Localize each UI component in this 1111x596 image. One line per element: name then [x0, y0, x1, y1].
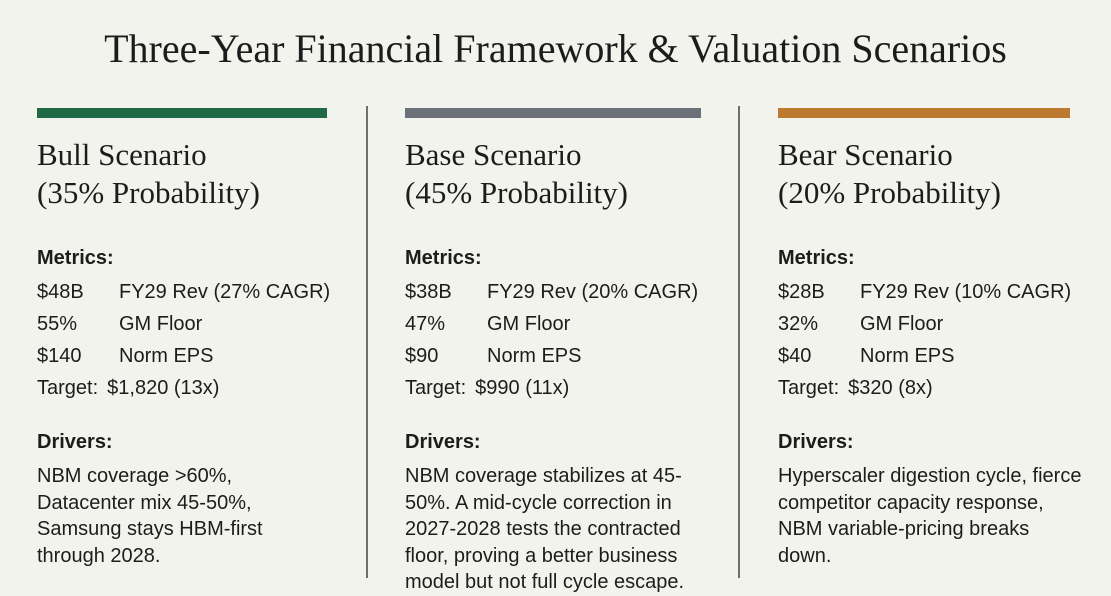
scenario-name: Base Scenario [405, 137, 582, 172]
bear-accent-bar [778, 108, 1070, 118]
metrics-heading: Metrics: [405, 247, 482, 269]
metrics-list: $48B FY29 Rev (27% CAGR) 55% GM Floor $1… [37, 280, 337, 400]
drivers-text: NBM coverage stabilizes at 45-50%. A mid… [405, 465, 685, 593]
target-row: Target: $320 (8x) [778, 376, 1088, 400]
metrics-heading: Metrics: [778, 247, 855, 269]
target-value: $1,820 (13x) [107, 377, 220, 399]
metric-row-eps: $90 Norm EPS [405, 344, 715, 368]
metric-row-revenue: $48B FY29 Rev (27% CAGR) [37, 280, 337, 304]
metrics-list: $38B FY29 Rev (20% CAGR) 47% GM Floor $9… [405, 280, 715, 400]
metric-label: Norm EPS [119, 345, 214, 367]
drivers-heading: Drivers: [405, 431, 481, 453]
scenario-probability: (20% Probability) [778, 175, 1001, 210]
metric-label: FY29 Rev (20% CAGR) [487, 281, 699, 303]
metric-value: $28B [778, 281, 825, 303]
bear-scenario-title: Bear Scenario (20% Probability) [778, 136, 1088, 212]
drivers-heading: Drivers: [37, 431, 113, 453]
target-row: Target: $1,820 (13x) [37, 376, 337, 400]
target-value: $990 (11x) [475, 377, 570, 399]
metric-row-gm-floor: 32% GM Floor [778, 312, 1088, 336]
metric-value: $90 [405, 345, 439, 367]
metrics-heading: Metrics: [37, 247, 114, 269]
target-label: Target: [405, 377, 467, 399]
metric-value: $38B [405, 281, 452, 303]
metric-row-gm-floor: 55% GM Floor [37, 312, 337, 336]
metric-value: 55% [37, 313, 78, 335]
metric-value: $140 [37, 345, 82, 367]
metric-value: 32% [778, 313, 819, 335]
scenario-name: Bull Scenario [37, 137, 207, 172]
target-label: Target: [37, 377, 99, 399]
metric-row-revenue: $38B FY29 Rev (20% CAGR) [405, 280, 715, 304]
target-row: Target: $990 (11x) [405, 376, 715, 400]
page-title: Three-Year Financial Framework & Valuati… [104, 26, 1007, 71]
drivers-text: Hyperscaler digestion cycle, fierce comp… [778, 465, 1082, 567]
metric-label: FY29 Rev (27% CAGR) [119, 281, 331, 303]
metrics-list: $28B FY29 Rev (10% CAGR) 32% GM Floor $4… [778, 280, 1088, 400]
metric-label: GM Floor [119, 313, 203, 335]
target-value: $320 (8x) [848, 377, 933, 399]
base-scenario-column: Base Scenario (45% Probability) Metrics:… [405, 108, 715, 596]
scenario-name: Bear Scenario [778, 137, 953, 172]
metric-row-eps: $140 Norm EPS [37, 344, 337, 368]
column-divider-right [738, 106, 740, 578]
metric-row-revenue: $28B FY29 Rev (10% CAGR) [778, 280, 1088, 304]
base-scenario-title: Base Scenario (45% Probability) [405, 136, 715, 212]
metric-label: Norm EPS [487, 345, 582, 367]
drivers-heading: Drivers: [778, 431, 854, 453]
metric-value: $48B [37, 281, 84, 303]
metric-label: Norm EPS [860, 345, 955, 367]
bull-scenario-column: Bull Scenario (35% Probability) Metrics:… [37, 108, 337, 569]
metric-value: 47% [405, 313, 446, 335]
metric-row-eps: $40 Norm EPS [778, 344, 1088, 368]
bull-accent-bar [37, 108, 327, 118]
bull-scenario-title: Bull Scenario (35% Probability) [37, 136, 337, 212]
metric-label: GM Floor [487, 313, 571, 335]
metric-row-gm-floor: 47% GM Floor [405, 312, 715, 336]
column-divider-left [366, 106, 368, 578]
base-accent-bar [405, 108, 701, 118]
scenario-probability: (45% Probability) [405, 175, 628, 210]
scenario-probability: (35% Probability) [37, 175, 260, 210]
metric-label: GM Floor [860, 313, 944, 335]
drivers-text: NBM coverage >60%, Datacenter mix 45-50%… [37, 465, 263, 567]
metric-label: FY29 Rev (10% CAGR) [860, 281, 1072, 303]
metric-value: $40 [778, 345, 812, 367]
target-label: Target: [778, 377, 840, 399]
bear-scenario-column: Bear Scenario (20% Probability) Metrics:… [778, 108, 1088, 569]
